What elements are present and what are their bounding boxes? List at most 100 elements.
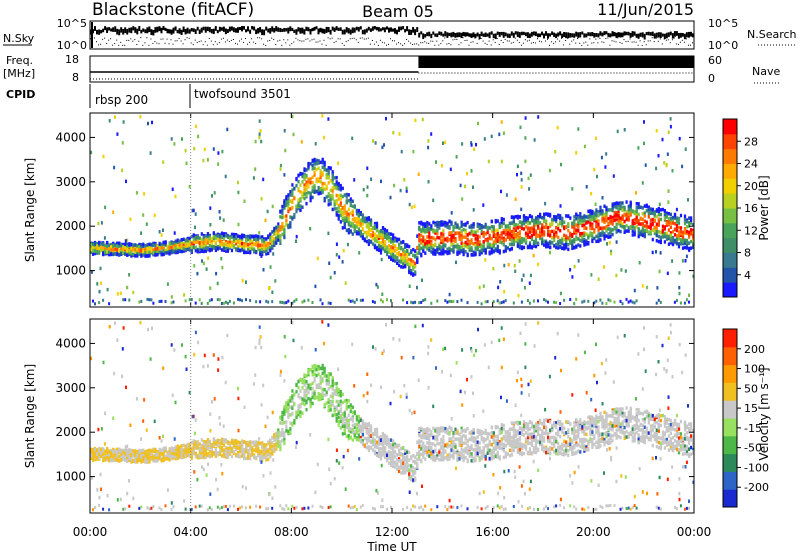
velocity-cell <box>132 449 135 453</box>
power-cell <box>610 249 613 254</box>
power-cell <box>247 250 250 254</box>
velocity-cell <box>94 457 97 462</box>
power-cell <box>345 219 348 224</box>
power-cell <box>226 235 230 239</box>
power-cell <box>98 301 101 305</box>
power-cell <box>607 216 610 221</box>
power-cell <box>627 204 630 209</box>
nsky-trace-segment <box>152 30 155 36</box>
power-cell <box>353 216 356 221</box>
nsearch-trace-point <box>460 42 462 44</box>
power-cell <box>112 248 115 252</box>
power-cell <box>688 293 690 297</box>
power-cell <box>625 200 628 204</box>
power-cell <box>458 248 461 252</box>
power-cell <box>371 300 374 304</box>
power-cell <box>152 243 155 248</box>
power-cell <box>235 241 238 246</box>
power-cell <box>593 236 596 241</box>
power-cell <box>494 248 497 253</box>
power-cell <box>191 208 194 213</box>
power-cell <box>271 235 274 239</box>
power-cell <box>265 241 268 245</box>
power-cell <box>379 233 383 237</box>
power-cell <box>543 215 546 219</box>
power-cell <box>418 227 421 231</box>
power-cell <box>259 245 262 249</box>
power-cell <box>176 245 179 250</box>
velocity-cell <box>124 448 127 453</box>
power-cell <box>543 243 546 247</box>
nsky-trace-segment <box>569 33 572 38</box>
power-cell <box>124 252 127 256</box>
power-cell <box>388 250 391 254</box>
nsearch-trace-point <box>194 39 196 41</box>
power-cell <box>589 224 592 229</box>
power-cell <box>617 210 620 215</box>
power-cell <box>671 169 674 173</box>
power-cell <box>412 253 415 258</box>
power-cell <box>643 228 646 233</box>
power-cell <box>136 244 139 248</box>
power-cell <box>448 299 451 303</box>
power-cell <box>504 249 507 253</box>
nsearch-trace-point <box>422 42 424 44</box>
power-cell <box>305 184 308 188</box>
power-cell <box>655 166 658 171</box>
power-cell <box>591 232 594 236</box>
power-cell <box>275 231 278 236</box>
power-cell <box>571 244 574 248</box>
power-cell <box>413 204 416 209</box>
power-cell <box>529 173 532 177</box>
power-cell <box>295 239 297 243</box>
power-cell <box>514 228 517 232</box>
velocity-cell <box>164 457 167 461</box>
power-cell <box>649 207 652 211</box>
power-cell <box>311 301 314 304</box>
power-cell <box>565 214 568 218</box>
nsearch-trace-point <box>494 41 496 43</box>
power-cell <box>222 247 226 251</box>
power-cell <box>635 202 638 206</box>
power-cell <box>589 233 592 238</box>
velocity-cell <box>120 449 123 453</box>
power-cell <box>341 210 344 215</box>
power-cell <box>110 245 113 249</box>
power-cell <box>335 207 338 211</box>
power-cell <box>168 246 171 250</box>
nsearch-trace-point <box>333 42 335 43</box>
power-cell <box>112 252 115 257</box>
nsky-trace-segment <box>567 32 570 39</box>
nsky-trace-segment <box>287 27 290 34</box>
power-cell <box>321 114 324 118</box>
nsearch-trace-point <box>347 40 349 42</box>
power-cell <box>319 191 322 195</box>
nsearch-trace-point <box>623 39 625 41</box>
power-cell <box>414 118 417 123</box>
power-cell <box>122 120 125 124</box>
power-cell <box>569 236 572 241</box>
power-cell <box>200 244 203 249</box>
power-cell <box>369 221 373 225</box>
power-cell <box>606 242 608 246</box>
power-cell <box>369 218 373 222</box>
power-cell <box>669 231 672 235</box>
nsearch-trace-point <box>271 37 273 39</box>
power-cell <box>516 238 519 243</box>
nsearch-trace-point <box>541 41 542 43</box>
power-cell <box>464 240 467 245</box>
power-cell <box>299 197 302 201</box>
power-cell <box>271 204 274 209</box>
power-cell <box>567 236 570 240</box>
power-cell <box>466 238 469 242</box>
power-cell <box>587 209 590 214</box>
power-cell <box>440 223 443 227</box>
velocity-cell <box>186 444 189 449</box>
velocity-cell <box>174 448 177 452</box>
nsky-trace-segment <box>102 28 105 33</box>
nsky-trace-segment <box>267 28 270 33</box>
nsearch-trace-point <box>110 38 112 40</box>
power-cell <box>496 232 499 236</box>
power-cell <box>633 211 636 215</box>
nsearch-trace-point <box>323 39 325 41</box>
